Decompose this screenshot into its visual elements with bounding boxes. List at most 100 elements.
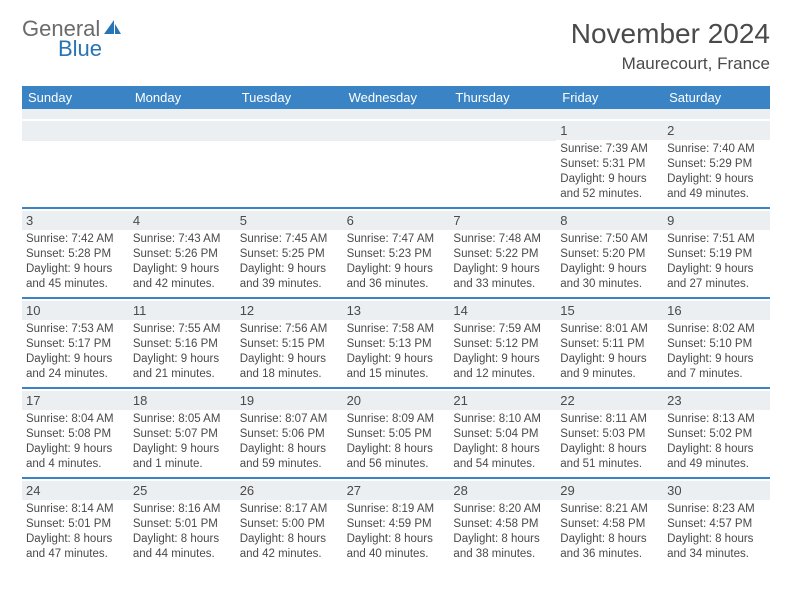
calendar-grid: Sunday Monday Tuesday Wednesday Thursday…	[22, 86, 770, 567]
daylight-text: Daylight: 9 hours and 49 minutes.	[667, 172, 766, 202]
sail-icon	[102, 16, 122, 41]
day-cell	[236, 119, 343, 207]
month-title: November 2024	[571, 18, 770, 50]
daylight-text: Daylight: 9 hours and 12 minutes.	[453, 352, 552, 382]
daylight-text: Daylight: 8 hours and 36 minutes.	[560, 532, 659, 562]
sunset-text: Sunset: 5:28 PM	[26, 247, 125, 262]
daylight-text: Daylight: 8 hours and 38 minutes.	[453, 532, 552, 562]
day-cell: 29Sunrise: 8:21 AMSunset: 4:58 PMDayligh…	[556, 479, 663, 567]
day-cell: 26Sunrise: 8:17 AMSunset: 5:00 PMDayligh…	[236, 479, 343, 567]
day-cell: 22Sunrise: 8:11 AMSunset: 5:03 PMDayligh…	[556, 389, 663, 477]
day-cell	[129, 119, 236, 207]
sunrise-text: Sunrise: 7:42 AM	[26, 232, 125, 247]
day-cell	[449, 119, 556, 207]
sunset-text: Sunset: 5:02 PM	[667, 427, 766, 442]
day-cell: 23Sunrise: 8:13 AMSunset: 5:02 PMDayligh…	[663, 389, 770, 477]
day-cell: 24Sunrise: 8:14 AMSunset: 5:01 PMDayligh…	[22, 479, 129, 567]
day-cell: 11Sunrise: 7:55 AMSunset: 5:16 PMDayligh…	[129, 299, 236, 387]
daylight-text: Daylight: 9 hours and 4 minutes.	[26, 442, 125, 472]
sunrise-text: Sunrise: 8:11 AM	[560, 412, 659, 427]
sunrise-text: Sunrise: 8:16 AM	[133, 502, 232, 517]
day-number	[236, 121, 343, 141]
day-cell: 7Sunrise: 7:48 AMSunset: 5:22 PMDaylight…	[449, 209, 556, 297]
sunrise-text: Sunrise: 8:17 AM	[240, 502, 339, 517]
day-cell: 18Sunrise: 8:05 AMSunset: 5:07 PMDayligh…	[129, 389, 236, 477]
day-cell: 14Sunrise: 7:59 AMSunset: 5:12 PMDayligh…	[449, 299, 556, 387]
day-number: 27	[343, 481, 450, 500]
sunset-text: Sunset: 5:04 PM	[453, 427, 552, 442]
weekday-header-row: Sunday Monday Tuesday Wednesday Thursday…	[22, 86, 770, 109]
sunrise-text: Sunrise: 8:10 AM	[453, 412, 552, 427]
title-block: November 2024 Maurecourt, France	[571, 18, 770, 74]
day-number: 2	[663, 121, 770, 140]
sunrise-text: Sunrise: 7:55 AM	[133, 322, 232, 337]
day-number: 26	[236, 481, 343, 500]
daylight-text: Daylight: 9 hours and 39 minutes.	[240, 262, 339, 292]
day-number	[449, 121, 556, 141]
week-row: 1Sunrise: 7:39 AMSunset: 5:31 PMDaylight…	[22, 119, 770, 209]
sunrise-text: Sunrise: 7:43 AM	[133, 232, 232, 247]
sunset-text: Sunset: 5:08 PM	[26, 427, 125, 442]
daylight-text: Daylight: 9 hours and 42 minutes.	[133, 262, 232, 292]
sunset-text: Sunset: 5:05 PM	[347, 427, 446, 442]
day-number: 19	[236, 391, 343, 410]
daylight-text: Daylight: 9 hours and 7 minutes.	[667, 352, 766, 382]
day-number: 22	[556, 391, 663, 410]
sunset-text: Sunset: 5:07 PM	[133, 427, 232, 442]
day-number	[22, 121, 129, 141]
week-row: 17Sunrise: 8:04 AMSunset: 5:08 PMDayligh…	[22, 389, 770, 479]
sunrise-text: Sunrise: 7:39 AM	[560, 142, 659, 157]
sunrise-text: Sunrise: 8:14 AM	[26, 502, 125, 517]
sunrise-text: Sunrise: 8:13 AM	[667, 412, 766, 427]
daylight-text: Daylight: 8 hours and 59 minutes.	[240, 442, 339, 472]
day-cell: 17Sunrise: 8:04 AMSunset: 5:08 PMDayligh…	[22, 389, 129, 477]
day-number: 10	[22, 301, 129, 320]
day-number	[343, 121, 450, 141]
logo-text: General Blue	[22, 18, 122, 60]
day-number: 6	[343, 211, 450, 230]
day-cell: 27Sunrise: 8:19 AMSunset: 4:59 PMDayligh…	[343, 479, 450, 567]
weekday-header: Wednesday	[343, 86, 450, 109]
weekday-header: Saturday	[663, 86, 770, 109]
day-number: 5	[236, 211, 343, 230]
day-number: 30	[663, 481, 770, 500]
day-cell: 10Sunrise: 7:53 AMSunset: 5:17 PMDayligh…	[22, 299, 129, 387]
sunrise-text: Sunrise: 7:53 AM	[26, 322, 125, 337]
sunset-text: Sunset: 4:57 PM	[667, 517, 766, 532]
sunrise-text: Sunrise: 8:20 AM	[453, 502, 552, 517]
sunset-text: Sunset: 5:10 PM	[667, 337, 766, 352]
day-number: 11	[129, 301, 236, 320]
day-number: 25	[129, 481, 236, 500]
daylight-text: Daylight: 8 hours and 44 minutes.	[133, 532, 232, 562]
weekday-header: Friday	[556, 86, 663, 109]
sunset-text: Sunset: 4:59 PM	[347, 517, 446, 532]
daylight-text: Daylight: 8 hours and 47 minutes.	[26, 532, 125, 562]
sunset-text: Sunset: 5:00 PM	[240, 517, 339, 532]
day-cell: 15Sunrise: 8:01 AMSunset: 5:11 PMDayligh…	[556, 299, 663, 387]
day-cell: 9Sunrise: 7:51 AMSunset: 5:19 PMDaylight…	[663, 209, 770, 297]
sunrise-text: Sunrise: 8:01 AM	[560, 322, 659, 337]
day-cell: 21Sunrise: 8:10 AMSunset: 5:04 PMDayligh…	[449, 389, 556, 477]
sunset-text: Sunset: 5:06 PM	[240, 427, 339, 442]
day-cell: 25Sunrise: 8:16 AMSunset: 5:01 PMDayligh…	[129, 479, 236, 567]
day-number: 9	[663, 211, 770, 230]
sunrise-text: Sunrise: 7:40 AM	[667, 142, 766, 157]
week-row: 10Sunrise: 7:53 AMSunset: 5:17 PMDayligh…	[22, 299, 770, 389]
sunset-text: Sunset: 5:15 PM	[240, 337, 339, 352]
daylight-text: Daylight: 9 hours and 18 minutes.	[240, 352, 339, 382]
sunrise-text: Sunrise: 7:48 AM	[453, 232, 552, 247]
week-row: 3Sunrise: 7:42 AMSunset: 5:28 PMDaylight…	[22, 209, 770, 299]
day-cell: 13Sunrise: 7:58 AMSunset: 5:13 PMDayligh…	[343, 299, 450, 387]
day-number: 17	[22, 391, 129, 410]
day-number: 23	[663, 391, 770, 410]
daylight-text: Daylight: 8 hours and 56 minutes.	[347, 442, 446, 472]
day-number: 21	[449, 391, 556, 410]
sunset-text: Sunset: 5:20 PM	[560, 247, 659, 262]
sunset-text: Sunset: 5:13 PM	[347, 337, 446, 352]
day-number: 13	[343, 301, 450, 320]
sunrise-text: Sunrise: 7:59 AM	[453, 322, 552, 337]
day-number: 24	[22, 481, 129, 500]
logo: General Blue	[22, 18, 122, 60]
sunset-text: Sunset: 4:58 PM	[453, 517, 552, 532]
day-number: 1	[556, 121, 663, 140]
